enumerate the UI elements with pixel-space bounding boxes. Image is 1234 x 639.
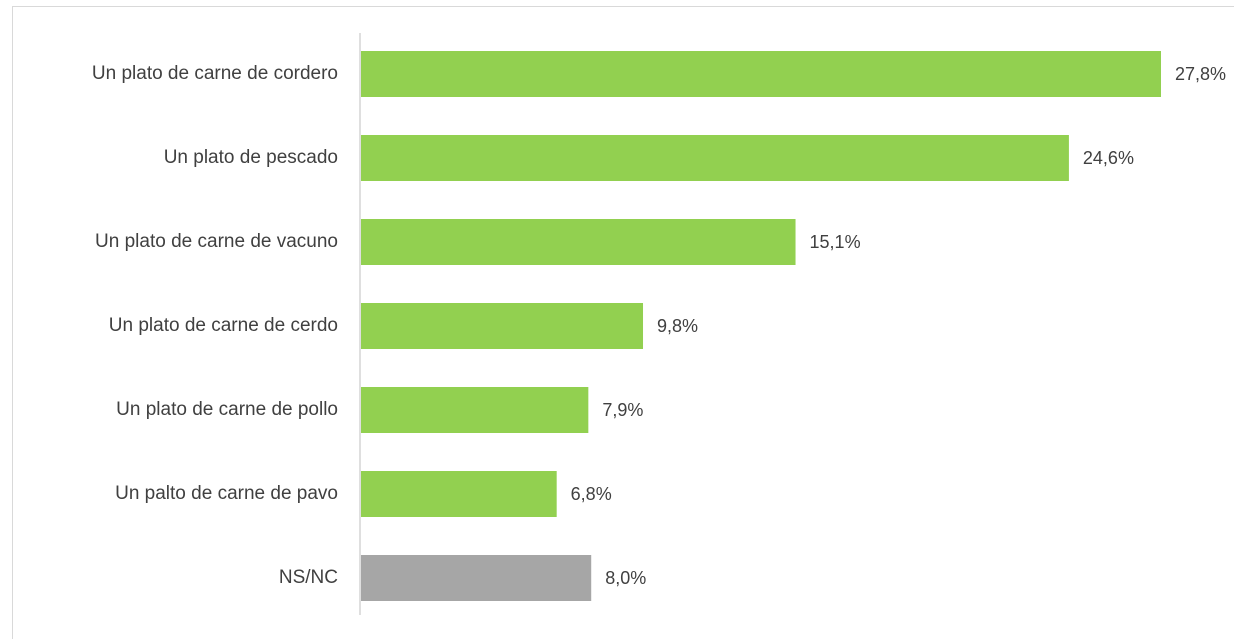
value-label: 9,8% [657, 316, 698, 336]
bar-un-plato-de-carne-de-cerdo [361, 303, 644, 349]
category-label: NS/NC [279, 567, 338, 588]
value-label: 24,6% [1083, 148, 1134, 168]
bar-ns-nc [361, 555, 592, 601]
value-label: 27,8% [1175, 64, 1226, 84]
bar-un-plato-de-carne-de-pollo [361, 387, 589, 433]
category-label: Un plato de carne de vacuno [95, 231, 338, 252]
bar-un-plato-de-pescado [361, 135, 1069, 181]
category-label: Un plato de carne de cordero [92, 63, 338, 84]
category-label: Un plato de pescado [164, 147, 338, 168]
category-label: Un plato de carne de pollo [116, 399, 338, 420]
value-label: 15,1% [810, 232, 861, 252]
chart-frame [12, 6, 1234, 639]
value-label: 8,0% [605, 568, 646, 588]
category-label: Un plato de carne de cerdo [109, 315, 338, 336]
category-label: Un palto de carne de pavo [115, 483, 338, 504]
bar-un-plato-de-carne-de-vacuno [361, 219, 796, 265]
value-label: 6,8% [571, 484, 612, 504]
bar-un-palto-de-carne-de-pavo [361, 471, 557, 517]
bar-un-plato-de-carne-de-cordero [361, 51, 1161, 97]
value-label: 7,9% [602, 400, 643, 420]
